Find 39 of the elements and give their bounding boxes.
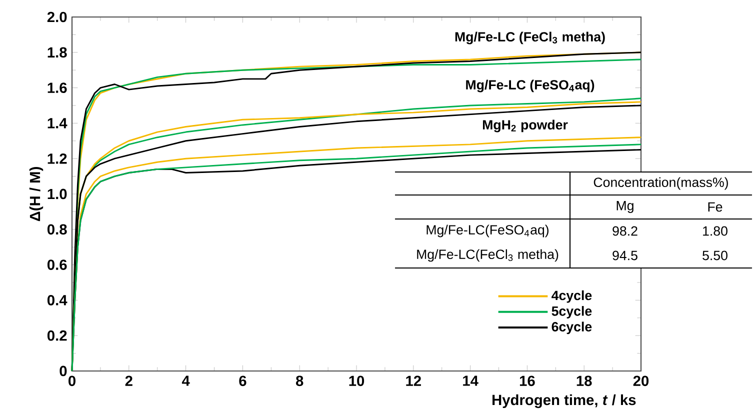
legend-label: 5cycle bbox=[552, 306, 592, 318]
x-tick-label: 4 bbox=[182, 376, 190, 386]
annotation: 94.5 bbox=[612, 250, 638, 260]
x-tick-label: 6 bbox=[239, 376, 246, 386]
x-tick-label: 16 bbox=[520, 376, 535, 386]
y-tick-label: 0.4 bbox=[47, 295, 68, 306]
x-tick-label: 10 bbox=[349, 376, 364, 386]
annotation: 98.2 bbox=[612, 226, 638, 236]
y-tick-label: 1.0 bbox=[48, 188, 67, 200]
x-tick-label: 12 bbox=[406, 376, 421, 386]
legend-label: 4cycle bbox=[552, 290, 592, 303]
annotation: Mg bbox=[616, 201, 634, 213]
text: 5.50 bbox=[702, 250, 728, 260]
x-tick-label: 18 bbox=[576, 376, 592, 386]
annotation: Mg/Fe-LC (FeSO$_{4}$aq) bbox=[466, 80, 594, 92]
annotation: Mg/Fe-LC(FeSO$_{4}$aq) bbox=[426, 224, 548, 238]
y-tick-label: 1.2 bbox=[48, 153, 67, 164]
text: 1.80 bbox=[703, 226, 728, 236]
y-tick-label: 1.8 bbox=[48, 47, 67, 58]
y-axis-title: Δ(H / M) bbox=[29, 167, 44, 222]
x-axis-title: Hydrogen time, t / ks bbox=[492, 394, 636, 408]
x-tick-label: 14 bbox=[463, 376, 478, 386]
y-tick-label: 1.4 bbox=[48, 118, 68, 128]
y-tick-label: 2.0 bbox=[47, 12, 67, 22]
annotation: Mg/Fe-LC (FeCl$_{3}$ metha) bbox=[455, 32, 605, 44]
y-tick-label: 1.6 bbox=[48, 82, 67, 93]
legend-label: 6cycle bbox=[552, 322, 592, 334]
annotation: Mg/Fe-LC(FeCl$_{3}$ metha) bbox=[417, 249, 558, 262]
annotation: Concentration(mass%) bbox=[594, 177, 728, 190]
x-tick-label: 2 bbox=[125, 376, 132, 386]
y-tick-label: 0.6 bbox=[47, 260, 67, 270]
y-tick-label: 0.2 bbox=[47, 330, 67, 341]
text: Fe bbox=[708, 202, 722, 212]
annotation: MgH$_{2}$ powder bbox=[482, 120, 568, 132]
y-tick-label: 0.8 bbox=[47, 224, 67, 235]
x-tick-label: 8 bbox=[296, 376, 304, 386]
x-tick-label: 20 bbox=[633, 376, 649, 386]
x-tick-label: 0 bbox=[68, 376, 76, 386]
y-tick-label: 0 bbox=[60, 366, 67, 376]
